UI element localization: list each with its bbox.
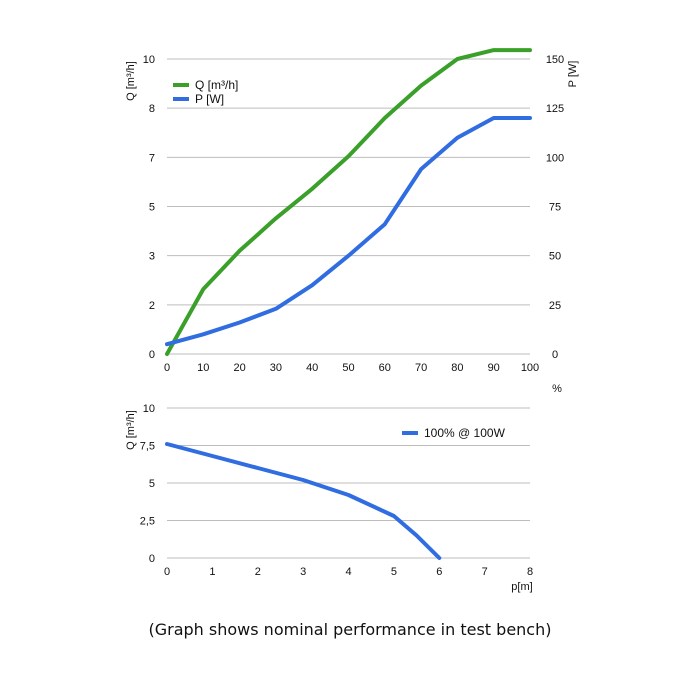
x-axis-title: p[m]	[511, 581, 532, 593]
y2-axis-title: P [W]	[567, 61, 579, 88]
x-tick-label: 4	[345, 566, 351, 578]
x-tick-label: 100	[521, 362, 539, 374]
legend-label: 100% @ 100W	[424, 426, 506, 440]
y-axis-title: Q [m³/h]	[125, 410, 137, 450]
x-tick-label: 90	[488, 362, 500, 374]
series-line	[165, 442, 442, 560]
y2-tick-label: 150	[546, 54, 564, 66]
x-tick-label: 0	[164, 566, 170, 578]
x-tick-label: 30	[270, 362, 282, 374]
x-tick-label: 3	[300, 566, 306, 578]
y2-tick-label: 75	[549, 202, 561, 214]
y-tick-label: 0	[149, 349, 155, 361]
y2-tick-label: 0	[552, 349, 558, 361]
legend-label: P [W]	[195, 92, 224, 106]
series-line	[165, 48, 532, 356]
y2-tick-label: 125	[546, 103, 564, 115]
x-tick-label: 10	[197, 362, 209, 374]
y-tick-label: 7,5	[140, 441, 155, 453]
legend-label: Q [m³/h]	[195, 78, 238, 92]
x-tick-label: 6	[436, 566, 442, 578]
y2-tick-label: 50	[549, 251, 561, 263]
x-tick-label: 80	[451, 362, 463, 374]
x-tick-label: 7	[482, 566, 488, 578]
x-tick-label: 50	[342, 362, 354, 374]
x-tick-label: 70	[415, 362, 427, 374]
y-tick-label: 3	[149, 251, 155, 263]
y-tick-label: 10	[143, 403, 155, 415]
x-tick-label: 8	[527, 566, 533, 578]
y-tick-label: 5	[149, 478, 155, 490]
y-tick-label: 5	[149, 202, 155, 214]
y2-tick-label: 100	[546, 152, 564, 164]
x-axis-title: %	[552, 383, 562, 395]
y-tick-label: 0	[149, 553, 155, 565]
y-axis-title: Q [m³/h]	[125, 61, 137, 101]
y-tick-label: 2	[149, 300, 155, 312]
x-tick-label: 2	[255, 566, 261, 578]
x-tick-label: 20	[233, 362, 245, 374]
y-tick-label: 10	[143, 54, 155, 66]
series-line	[165, 116, 532, 347]
x-tick-label: 1	[209, 566, 215, 578]
y-tick-label: 8	[149, 103, 155, 115]
x-tick-label: 0	[164, 362, 170, 374]
x-tick-label: 5	[391, 566, 397, 578]
x-tick-label: 40	[306, 362, 318, 374]
y-tick-label: 7	[149, 152, 155, 164]
y-tick-label: 2,5	[140, 516, 155, 528]
x-tick-label: 60	[379, 362, 391, 374]
y2-tick-label: 25	[549, 300, 561, 312]
caption: (Graph shows nominal performance in test…	[148, 620, 552, 639]
